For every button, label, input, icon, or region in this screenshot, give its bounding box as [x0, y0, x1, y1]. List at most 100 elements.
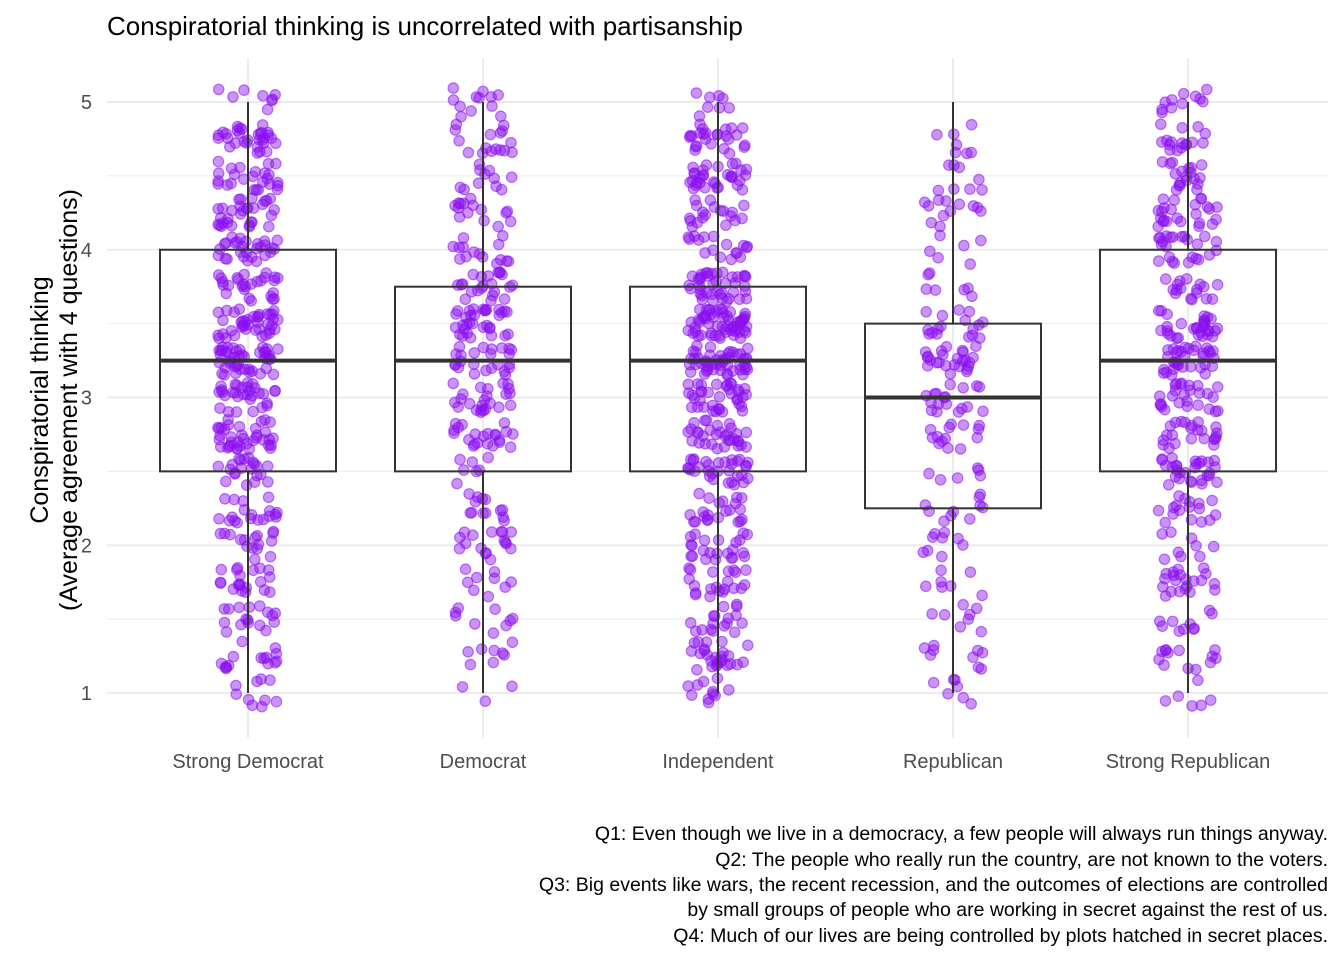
- data-point: [932, 184, 945, 197]
- data-point: [1176, 97, 1189, 110]
- data-point: [265, 535, 278, 547]
- data-point: [216, 367, 228, 380]
- data-point: [974, 488, 987, 501]
- data-point: [1190, 539, 1202, 552]
- data-point: [462, 645, 474, 658]
- data-point: [481, 437, 494, 450]
- data-point: [700, 414, 713, 427]
- data-point: [690, 177, 703, 189]
- data-point: [1174, 569, 1187, 581]
- data-point: [453, 542, 466, 555]
- data-point: [212, 132, 225, 144]
- data-point: [1156, 235, 1169, 248]
- data-point: [1164, 144, 1176, 156]
- data-point: [233, 193, 245, 206]
- data-point: [977, 405, 989, 418]
- data-point: [1158, 553, 1171, 566]
- data-point: [242, 693, 255, 706]
- data-point: [222, 279, 235, 292]
- data-point: [1169, 168, 1182, 180]
- data-point: [212, 167, 225, 179]
- data-point: [234, 454, 247, 466]
- data-point: [498, 144, 511, 157]
- data-point: [1155, 118, 1167, 131]
- data-point: [920, 283, 933, 295]
- data-point: [1181, 580, 1193, 593]
- data-point: [270, 695, 283, 708]
- data-point: [711, 182, 723, 194]
- data-point: [1169, 416, 1182, 429]
- data-point: [711, 267, 723, 279]
- data-point: [262, 564, 275, 576]
- data-point: [722, 684, 735, 696]
- data-point: [683, 212, 696, 225]
- data-point: [220, 661, 233, 673]
- data-point: [728, 626, 741, 639]
- data-point: [467, 584, 480, 597]
- data-point: [731, 393, 744, 406]
- data-point: [238, 268, 250, 281]
- data-point: [944, 580, 957, 592]
- data-point: [685, 689, 698, 701]
- data-point: [477, 341, 490, 354]
- data-point: [1178, 388, 1190, 401]
- data-point: [1156, 528, 1168, 540]
- y-axis-ticks: 1 2 3 4 5: [81, 92, 92, 705]
- data-point: [684, 616, 697, 629]
- data-point: [259, 694, 271, 707]
- data-point: [726, 543, 739, 556]
- data-point: [1161, 134, 1173, 147]
- data-point: [1210, 421, 1222, 433]
- box-democrat: [394, 102, 572, 693]
- data-point: [264, 550, 277, 563]
- data-point: [482, 590, 495, 603]
- data-point: [702, 386, 714, 399]
- data-point: [1195, 699, 1207, 712]
- data-point: [1172, 690, 1185, 702]
- data-point: [934, 473, 947, 486]
- data-point: [468, 347, 481, 359]
- jitter-points: [212, 82, 1224, 713]
- data-point: [478, 394, 491, 406]
- data-point: [1160, 215, 1173, 228]
- data-point: [738, 199, 750, 212]
- data-point: [448, 396, 461, 409]
- data-point: [215, 380, 227, 392]
- data-point: [224, 141, 236, 153]
- data-point: [488, 572, 501, 585]
- data-point: [231, 390, 244, 403]
- data-point: [965, 697, 977, 710]
- data-point: [707, 617, 719, 630]
- data-point: [738, 579, 751, 591]
- data-point: [1209, 644, 1221, 656]
- data-point: [271, 179, 284, 192]
- data-point: [463, 397, 476, 410]
- data-point: [464, 507, 477, 519]
- data-point: [917, 546, 930, 559]
- data-point: [498, 417, 511, 429]
- data-point: [1209, 405, 1222, 418]
- data-point: [467, 268, 479, 281]
- data-point: [957, 419, 970, 431]
- data-point: [723, 102, 735, 114]
- data-point: [223, 603, 235, 615]
- data-point: [684, 508, 696, 521]
- data-point: [735, 164, 747, 176]
- data-point: [723, 504, 736, 516]
- data-point: [1186, 419, 1198, 432]
- data-point: [485, 526, 498, 538]
- data-point: [716, 303, 728, 316]
- data-point: [255, 700, 268, 713]
- data-point: [460, 250, 472, 263]
- data-point: [734, 363, 746, 376]
- data-point: [247, 170, 259, 183]
- data-point: [249, 531, 262, 544]
- data-point: [1202, 325, 1214, 337]
- data-point: [493, 401, 505, 414]
- data-point: [461, 576, 474, 589]
- data-point: [693, 110, 706, 122]
- box-strong-democrat: [159, 102, 337, 693]
- data-point: [500, 207, 512, 219]
- data-point: [468, 618, 481, 630]
- data-point: [487, 627, 500, 639]
